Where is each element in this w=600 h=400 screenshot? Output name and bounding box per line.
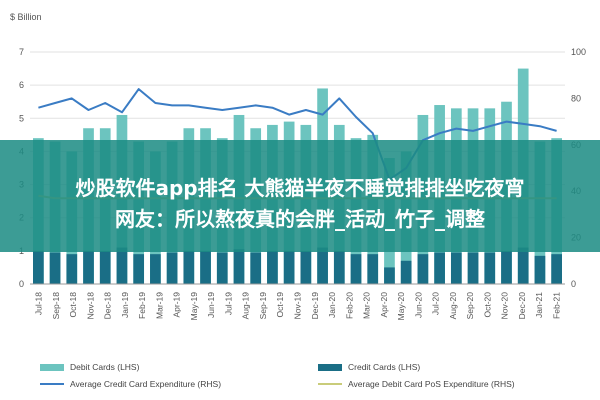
bar-credit [150, 254, 161, 284]
x-tick-label: Aug-19 [241, 292, 251, 320]
bar-credit [183, 250, 195, 284]
x-tick-label: Sep-18 [51, 292, 61, 320]
x-tick-label: Dec-19 [310, 292, 320, 320]
x-tick-label: Jan-19 [120, 292, 130, 318]
legend-label-credit: Credit Cards (LHS) [348, 362, 421, 372]
bar-credit [66, 254, 78, 284]
bar-credit [233, 249, 245, 284]
x-tick-label: Jan-20 [327, 292, 337, 318]
legend-label-debit: Debit Cards (LHS) [70, 362, 140, 372]
bar-credit [450, 252, 462, 284]
bar-credit [267, 250, 278, 284]
x-tick-label: Jun-19 [206, 292, 216, 318]
legend-label-avg-credit: Average Credit Card Expenditure (RHS) [70, 379, 222, 389]
left-axis-unit-label: $ Billion [10, 12, 42, 22]
banner-line-2: 网友：所以熬夜真的会胖_活动_竹子_调整 [115, 207, 485, 231]
x-tick-label: May-19 [189, 292, 199, 321]
x-tick-label: Jul-19 [223, 292, 233, 315]
x-tick-label: May-20 [396, 292, 406, 321]
y-left-tick-label: 7 [19, 47, 24, 57]
legend-swatch-avg-debit [318, 383, 342, 385]
axes-group: 01234567020406080100Jul-18Sep-18Oct-18No… [19, 47, 586, 320]
bar-credit [350, 254, 362, 284]
x-tick-label: Nov-19 [293, 292, 303, 320]
x-tick-label: Jul-18 [34, 292, 44, 315]
banner-line-1: 炒股软件app排名 大熊猫半夜不睡觉排排坐吃夜宵 [75, 176, 525, 200]
y-left-tick-label: 6 [19, 80, 24, 90]
x-tick-label: Oct-19 [275, 292, 285, 318]
x-tick-label: Mar-19 [154, 292, 164, 319]
bar-credit [283, 250, 295, 284]
legend: Debit Cards (LHS) Credit Cards (LHS) Ave… [0, 356, 600, 400]
x-tick-label: Oct-18 [68, 292, 78, 318]
x-tick-label: Feb-19 [137, 292, 147, 319]
x-tick-label: Jan-21 [534, 292, 544, 318]
bar-credit [517, 247, 529, 284]
x-tick-label: Jul-20 [431, 292, 441, 315]
bar-credit [33, 250, 44, 284]
bar-credit [501, 250, 512, 284]
bar-credit [317, 247, 328, 284]
y-left-tick-label: 5 [19, 113, 24, 123]
bar-credit [551, 254, 562, 284]
x-tick-label: Nov-20 [500, 292, 510, 320]
bar-credit [367, 254, 379, 284]
x-tick-label: Feb-20 [344, 292, 354, 319]
x-tick-label: Dec-18 [103, 292, 113, 320]
legend-swatch-debit [40, 364, 64, 371]
bar-credit [434, 252, 445, 284]
bar-credit [384, 267, 395, 284]
x-tick-label: Sep-19 [258, 292, 268, 320]
y-left-tick-label: 0 [19, 279, 24, 289]
y-right-tick-label: 0 [571, 279, 576, 289]
overlay-banner [0, 140, 600, 252]
x-tick-label: Nov-18 [85, 292, 95, 320]
x-tick-label: Aug-20 [448, 292, 458, 320]
line-avg-credit-expenditure [38, 88, 557, 181]
bar-credit [250, 252, 262, 284]
bar-credit [83, 250, 94, 284]
x-tick-label: Dec-20 [517, 292, 527, 320]
bar-credit [467, 252, 479, 284]
y-right-tick-label: 100 [571, 47, 586, 57]
x-tick-label: Apr-20 [379, 292, 389, 318]
bar-credit [166, 252, 178, 284]
bar-credit [116, 247, 128, 284]
x-tick-label: Mar-20 [362, 292, 372, 319]
y-right-tick-label: 80 [571, 93, 581, 103]
x-tick-label: Feb-21 [551, 292, 561, 319]
bar-credit [216, 252, 228, 284]
x-tick-label: Apr-19 [172, 292, 182, 318]
bar-credit [133, 254, 145, 284]
bar-credit [417, 254, 429, 284]
bar-credit [484, 252, 496, 284]
bar-credit [400, 260, 412, 284]
bar-credit [99, 250, 111, 284]
x-tick-label: Jun-20 [413, 292, 423, 318]
x-tick-label: Sep-20 [465, 292, 475, 320]
bar-credit [534, 255, 546, 284]
legend-swatch-credit [318, 364, 342, 371]
bar-credit [300, 250, 312, 284]
legend-swatch-avg-credit [40, 383, 64, 385]
bar-credit [333, 250, 345, 284]
bar-credit [200, 250, 211, 284]
bar-credit [49, 252, 61, 284]
legend-label-avg-debit: Average Debit Card PoS Expenditure (RHS) [348, 379, 515, 389]
x-tick-label: Oct-20 [482, 292, 492, 318]
